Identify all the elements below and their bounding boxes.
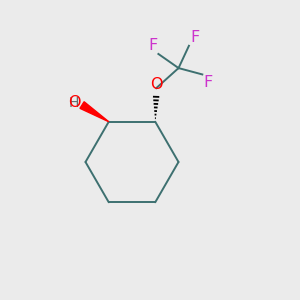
Text: F: F bbox=[203, 75, 213, 90]
Text: O: O bbox=[150, 77, 163, 92]
Text: F: F bbox=[190, 30, 200, 45]
Text: H: H bbox=[69, 96, 79, 110]
Polygon shape bbox=[80, 102, 109, 122]
Text: F: F bbox=[148, 38, 157, 53]
Text: O: O bbox=[68, 95, 80, 110]
